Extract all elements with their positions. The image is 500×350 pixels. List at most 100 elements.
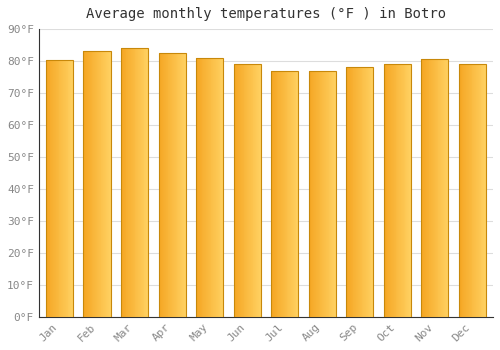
Bar — [441, 60, 442, 317]
Bar — [136, 48, 138, 317]
Bar — [477, 64, 478, 317]
Bar — [315, 71, 316, 317]
Bar — [164, 53, 165, 317]
Bar — [46, 61, 47, 317]
Bar — [95, 51, 96, 317]
Bar — [196, 58, 197, 317]
Title: Average monthly temperatures (°F ) in Botro: Average monthly temperatures (°F ) in Bo… — [86, 7, 446, 21]
Bar — [162, 53, 163, 317]
Bar — [466, 64, 467, 317]
Bar — [66, 61, 68, 317]
Bar — [97, 51, 98, 317]
Bar — [213, 58, 214, 317]
Bar — [365, 68, 366, 317]
Bar — [129, 48, 130, 317]
Bar — [208, 58, 209, 317]
Bar — [330, 71, 332, 317]
Bar — [271, 71, 298, 317]
Bar — [284, 71, 286, 317]
Bar — [90, 51, 92, 317]
Bar — [204, 58, 205, 317]
Bar — [160, 53, 162, 317]
Bar — [176, 53, 178, 317]
Bar — [388, 64, 390, 317]
Bar — [399, 64, 400, 317]
Bar — [106, 51, 107, 317]
Bar — [88, 51, 89, 317]
Bar — [335, 71, 336, 317]
Bar — [318, 71, 320, 317]
Bar — [134, 48, 136, 317]
Bar — [247, 64, 248, 317]
Bar — [282, 71, 283, 317]
Bar — [364, 68, 365, 317]
Bar — [183, 53, 184, 317]
Bar — [137, 48, 138, 317]
Bar — [242, 64, 244, 317]
Bar — [357, 68, 358, 317]
Bar — [440, 60, 441, 317]
Bar — [351, 68, 352, 317]
Bar — [168, 53, 170, 317]
Bar — [122, 48, 123, 317]
Bar — [446, 60, 448, 317]
Bar — [53, 61, 54, 317]
Bar — [286, 71, 288, 317]
Bar — [362, 68, 364, 317]
Bar — [199, 58, 200, 317]
Bar — [398, 64, 399, 317]
Bar — [240, 64, 241, 317]
Bar — [485, 64, 486, 317]
Bar — [443, 60, 444, 317]
Bar — [402, 64, 404, 317]
Bar — [484, 64, 485, 317]
Bar — [275, 71, 276, 317]
Bar — [478, 64, 480, 317]
Bar — [410, 64, 411, 317]
Bar — [121, 48, 148, 317]
Bar — [402, 64, 403, 317]
Bar — [104, 51, 105, 317]
Bar — [163, 53, 164, 317]
Bar — [326, 71, 328, 317]
Bar — [475, 64, 476, 317]
Bar — [404, 64, 406, 317]
Bar — [424, 60, 425, 317]
Bar — [430, 60, 432, 317]
Bar — [170, 53, 171, 317]
Bar — [392, 64, 393, 317]
Bar — [409, 64, 410, 317]
Bar — [65, 61, 66, 317]
Bar — [222, 58, 223, 317]
Bar — [60, 61, 62, 317]
Bar — [171, 53, 172, 317]
Bar — [314, 71, 315, 317]
Bar — [482, 64, 484, 317]
Bar — [280, 71, 281, 317]
Bar — [50, 61, 51, 317]
Bar — [256, 64, 257, 317]
Bar — [220, 58, 222, 317]
Bar — [462, 64, 464, 317]
Bar — [257, 64, 258, 317]
Bar — [308, 71, 310, 317]
Bar — [218, 58, 220, 317]
Bar — [278, 71, 280, 317]
Bar — [146, 48, 147, 317]
Bar — [444, 60, 445, 317]
Bar — [72, 61, 73, 317]
Bar — [423, 60, 424, 317]
Bar — [332, 71, 333, 317]
Bar — [131, 48, 132, 317]
Bar — [246, 64, 247, 317]
Bar — [354, 68, 356, 317]
Bar — [216, 58, 217, 317]
Bar — [313, 71, 314, 317]
Bar — [400, 64, 401, 317]
Bar — [234, 64, 236, 317]
Bar — [396, 64, 398, 317]
Bar — [433, 60, 434, 317]
Bar — [239, 64, 240, 317]
Bar — [352, 68, 354, 317]
Bar — [144, 48, 146, 317]
